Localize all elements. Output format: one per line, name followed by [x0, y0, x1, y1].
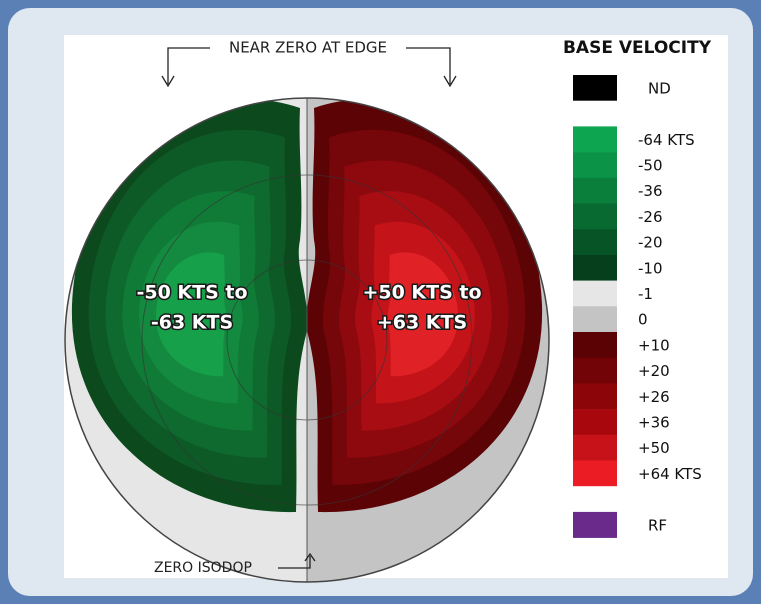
legend-swatch	[573, 254, 617, 281]
legend-label: -50	[638, 156, 663, 174]
legend-title: BASE VELOCITY	[563, 38, 712, 58]
legend-label: -64 KTS	[638, 131, 695, 149]
legend-swatch	[573, 460, 617, 487]
legend-label: -36	[638, 182, 663, 200]
bracket-arrows	[161, 47, 457, 88]
lobe-label: +63 KTS	[377, 312, 467, 334]
legend-label: +20	[638, 362, 670, 380]
isodop-arrow	[278, 552, 316, 569]
legend-swatch	[573, 486, 617, 513]
legend-swatch	[573, 434, 617, 461]
legend-swatch	[573, 280, 617, 307]
legend-swatch	[573, 100, 617, 127]
legend-label: RF	[648, 516, 667, 534]
legend: ND-64 KTS-50-36-26-20-10-10+10+20+26+36+…	[573, 75, 702, 538]
legend-swatch	[573, 383, 617, 410]
legend-label: -26	[638, 208, 663, 226]
legend-swatch	[573, 306, 617, 333]
legend-label: -10	[638, 259, 663, 277]
legend-swatch	[573, 126, 617, 153]
legend-label: +36	[638, 413, 670, 431]
annotation: ZERO ISODOP	[154, 560, 252, 576]
legend-label: +64 KTS	[638, 465, 702, 483]
lobe-label: -50 KTS to	[136, 282, 247, 304]
legend-swatch	[573, 229, 617, 256]
legend-label: 0	[638, 311, 648, 329]
legend-label: -20	[638, 234, 663, 252]
legend-label: -1	[638, 285, 653, 303]
legend-swatch	[573, 511, 617, 538]
legend-label: +10	[638, 336, 670, 354]
legend-label: ND	[648, 79, 671, 97]
legend-swatch	[573, 203, 617, 230]
annotation: NEAR ZERO AT EDGE	[229, 39, 387, 57]
radar-edge	[64, 97, 550, 583]
legend-swatch	[573, 177, 617, 204]
legend-label: +26	[638, 388, 670, 406]
legend-swatch	[573, 152, 617, 179]
lobe-label: -63 KTS	[151, 312, 233, 334]
legend-swatch	[573, 409, 617, 436]
legend-label: +50	[638, 439, 670, 457]
legend-swatch	[573, 75, 617, 101]
legend-swatch	[573, 357, 617, 384]
legend-swatch	[573, 332, 617, 358]
lobe-label: +50 KTS to	[362, 282, 481, 304]
